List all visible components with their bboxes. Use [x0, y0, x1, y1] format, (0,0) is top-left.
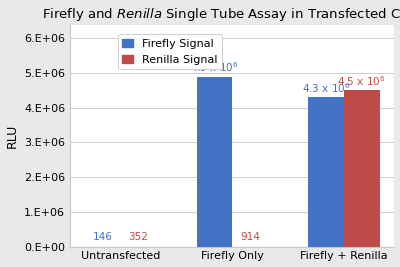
Text: 352: 352	[128, 232, 148, 242]
Text: 4.3 x 10$^6$: 4.3 x 10$^6$	[302, 81, 350, 95]
Text: 146: 146	[93, 232, 113, 242]
Title: Firefly and $\mathit{Renilla}$ Single Tube Assay in Transfected Cells: Firefly and $\mathit{Renilla}$ Single Tu…	[42, 6, 400, 22]
Text: 4.9 x 10$^6$: 4.9 x 10$^6$	[190, 61, 239, 74]
Text: 914: 914	[240, 232, 260, 242]
Y-axis label: RLU: RLU	[6, 123, 18, 148]
Bar	[344, 91, 380, 247]
Bar	[308, 97, 344, 247]
Legend: Firefly Signal, Renilla Signal: Firefly Signal, Renilla Signal	[118, 34, 222, 69]
Bar	[196, 77, 232, 247]
Text: 4.5 x 10$^6$: 4.5 x 10$^6$	[338, 74, 386, 88]
